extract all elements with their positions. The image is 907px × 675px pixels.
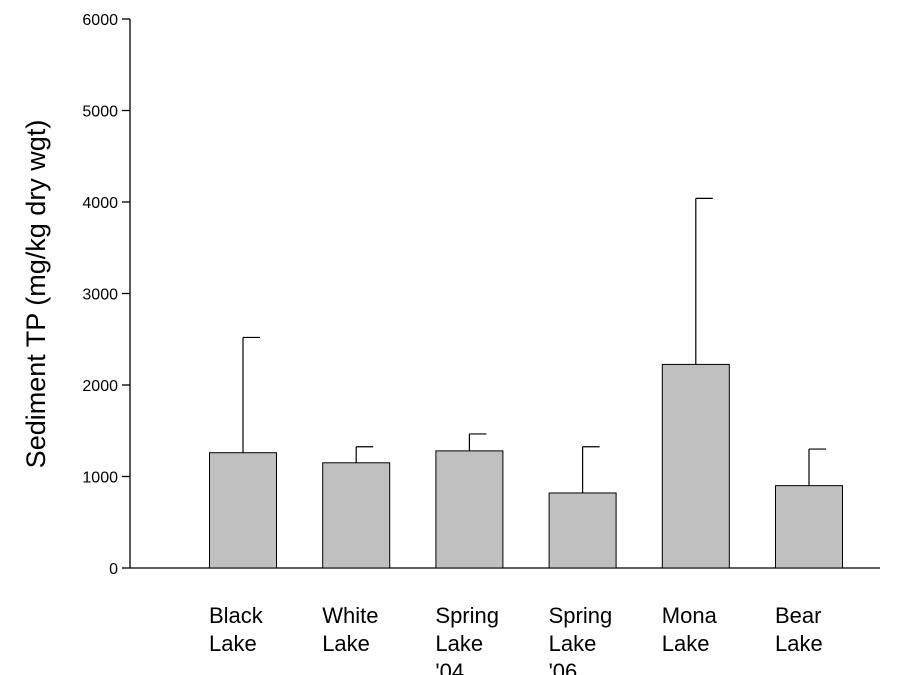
bar [775, 485, 843, 569]
y-tick-label: 5000 [82, 104, 118, 121]
y-tick-label: 0 [109, 561, 118, 578]
y-tick-label: 6000 [82, 12, 118, 29]
bar [209, 452, 277, 569]
y-tick-label: 3000 [82, 287, 118, 304]
bar [661, 363, 730, 569]
x-category-label: Spring Lake '06 [549, 603, 613, 675]
x-category-label-line: Lake [662, 631, 710, 656]
x-category-label-line: White [322, 603, 378, 628]
x-category-label-line: Mona [662, 603, 718, 628]
x-category-label-line: Black [209, 603, 264, 628]
error-bars [242, 197, 826, 493]
x-category-label: Bear Lake [775, 603, 823, 656]
x-category-label: White Lake [322, 603, 378, 656]
x-category-label-line: '04 [435, 659, 464, 675]
bar [322, 462, 391, 569]
x-category-label-line: Bear [775, 603, 821, 628]
y-tick-label: 2000 [82, 378, 118, 395]
x-category-label-line: Lake [322, 631, 370, 656]
bar [435, 450, 504, 569]
bar [548, 492, 617, 569]
y-axis-title: Sediment TP (mg/kg dry wgt) [21, 120, 51, 469]
x-category-label-line: Spring [549, 603, 613, 628]
x-category-label-line: Lake [775, 631, 823, 656]
x-category-label-line: Lake [435, 631, 483, 656]
x-category-labels: Black Lake White Lake Spring Lake '04 Spring Lak… [209, 603, 823, 675]
x-category-label: Black Lake [209, 603, 264, 656]
y-tick-labels: 0 1000 2000 3000 4000 5000 6000 [82, 12, 118, 578]
y-tick-label: 4000 [82, 195, 118, 212]
x-category-label-line: Lake [209, 631, 257, 656]
x-category-label: Mona Lake [662, 603, 718, 656]
y-tick-label: 1000 [82, 470, 118, 487]
x-category-label-line: '06 [549, 659, 578, 675]
bars [209, 363, 843, 569]
x-category-label-line: Spring [435, 603, 499, 628]
x-category-label: Spring Lake '04 [435, 603, 499, 675]
x-category-label-line: Lake [549, 631, 597, 656]
